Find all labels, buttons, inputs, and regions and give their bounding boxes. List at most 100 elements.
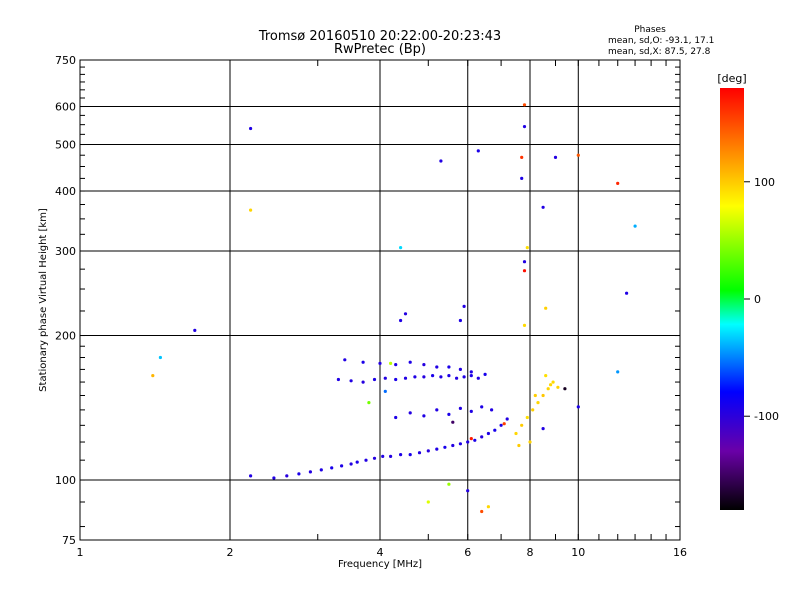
data-point	[522, 260, 527, 264]
data-point	[439, 159, 443, 163]
data-point	[372, 377, 377, 382]
data-point	[447, 482, 451, 486]
y-tick-label: 100	[55, 474, 76, 487]
colorbar-tick-label: -100	[754, 410, 779, 423]
data-point	[458, 406, 462, 410]
data-point	[426, 449, 430, 453]
data-point	[249, 474, 253, 478]
colorbar-label: [deg]	[717, 72, 746, 85]
colorbar-ticks: 100 0 -100	[744, 176, 779, 423]
data-point	[389, 454, 393, 458]
data-point	[361, 380, 365, 384]
x-axis-label: Frequency [MHz]	[338, 559, 422, 570]
x-tick-label: 1	[77, 546, 84, 559]
data-point	[616, 370, 620, 374]
data-point	[447, 365, 451, 369]
data-point	[576, 153, 580, 157]
data-point	[426, 500, 430, 504]
data-point	[399, 318, 403, 323]
y-tick-label: 500	[55, 139, 76, 152]
data-point	[520, 423, 524, 427]
data-point	[544, 374, 548, 378]
data-point	[435, 408, 439, 412]
data-point	[399, 246, 403, 250]
data-point	[422, 414, 426, 418]
data-point	[413, 375, 417, 379]
data-point	[285, 474, 289, 478]
data-point	[451, 443, 455, 448]
data-point	[525, 415, 529, 420]
data-point	[443, 445, 447, 449]
data-point	[435, 447, 439, 451]
data-point	[330, 466, 334, 470]
data-point	[158, 355, 162, 360]
data-point	[514, 431, 518, 436]
data-point	[522, 269, 527, 273]
data-point	[553, 155, 558, 159]
data-point	[549, 383, 553, 387]
y-tick-label: 75	[62, 534, 76, 547]
data-point	[381, 454, 385, 458]
x-tick-label: 16	[673, 546, 687, 559]
y-axis-label: Stationary phase Virtual Height [km]	[38, 208, 49, 392]
data-point	[422, 363, 426, 367]
data-point	[502, 422, 506, 426]
data-point	[480, 405, 484, 409]
chart-title: Tromsø 20160510 20:22:00-20:23:43	[258, 29, 501, 44]
data-point	[272, 476, 276, 480]
x-tick-label: 8	[527, 546, 534, 559]
data-point	[499, 423, 503, 427]
data-point	[394, 363, 398, 367]
data-point	[493, 428, 497, 432]
data-point	[476, 376, 480, 380]
data-point	[458, 367, 462, 371]
data-point	[541, 427, 545, 431]
data-point	[625, 291, 629, 295]
data-point	[483, 372, 487, 376]
data-point	[364, 458, 368, 462]
chart-subtitle: RwPretec (Bp)	[334, 42, 426, 57]
phases-x-stats: mean, sd,X: 87.5, 27.8	[608, 47, 711, 57]
data-point	[480, 509, 484, 514]
data-point	[378, 361, 382, 365]
data-point	[476, 149, 480, 153]
colorbar-tick-label: 0	[754, 293, 761, 306]
x-tick-label: 4	[377, 546, 384, 559]
data-point	[340, 464, 344, 468]
data-point	[522, 323, 527, 327]
data-point	[462, 304, 466, 308]
data-point	[520, 176, 524, 180]
data-point	[403, 312, 408, 316]
data-point	[297, 472, 301, 476]
data-point	[490, 408, 494, 412]
data-point	[520, 155, 524, 159]
data-point	[469, 370, 473, 374]
data-point	[408, 453, 412, 457]
phases-o-stats: mean, sd,O: -93.1, 17.1	[608, 36, 714, 46]
axis-ticks: 1 2 4 6 8 10 16 75 100 200 300 400 500 600 750	[55, 54, 687, 559]
data-point	[336, 377, 340, 382]
data-point	[308, 470, 312, 474]
x-tick-label: 2	[227, 546, 234, 559]
phases-heading: Phases	[634, 25, 666, 35]
data-point	[546, 387, 550, 391]
y-tick-label: 400	[55, 185, 76, 198]
data-point	[466, 489, 470, 493]
data-point	[536, 401, 540, 405]
data-point	[469, 374, 473, 378]
data-point	[522, 103, 527, 107]
data-point	[408, 411, 412, 415]
data-point	[383, 376, 387, 380]
data-point	[447, 412, 451, 416]
data-point	[533, 393, 537, 398]
data-point	[544, 306, 548, 310]
data-point	[616, 181, 620, 185]
data-point	[505, 417, 509, 421]
data-point	[576, 405, 580, 409]
data-point	[633, 224, 637, 228]
data-point	[417, 451, 422, 455]
data-point	[486, 505, 490, 509]
grid-lines	[80, 60, 680, 540]
